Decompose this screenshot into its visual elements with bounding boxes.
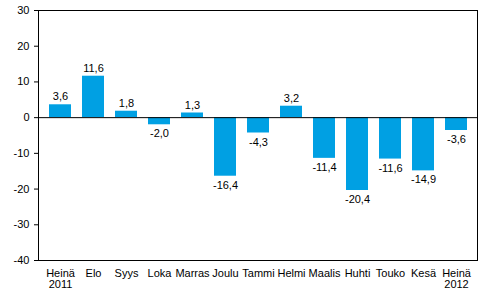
- svg-text:11,6: 11,6: [83, 62, 104, 74]
- svg-text:-3,6: -3,6: [447, 133, 466, 145]
- svg-text:1,8: 1,8: [119, 97, 134, 109]
- svg-text:-20: -20: [14, 183, 30, 195]
- svg-text:-4,3: -4,3: [249, 136, 268, 148]
- svg-text:-14,9: -14,9: [411, 173, 436, 185]
- svg-text:Kesä: Kesä: [411, 267, 437, 279]
- svg-text:Maalis: Maalis: [309, 267, 341, 279]
- svg-text:10: 10: [17, 75, 29, 87]
- svg-text:Helmi: Helmi: [277, 267, 305, 279]
- svg-text:Elo: Elo: [86, 267, 102, 279]
- svg-text:-10: -10: [14, 147, 30, 159]
- svg-text:-20,4: -20,4: [345, 193, 370, 205]
- svg-text:-30: -30: [14, 218, 30, 230]
- svg-text:Touko: Touko: [376, 267, 405, 279]
- svg-text:Heinä2012: Heinä2012: [442, 267, 472, 290]
- svg-text:3,2: 3,2: [284, 92, 299, 104]
- svg-text:Marras: Marras: [175, 267, 210, 279]
- svg-text:30: 30: [17, 4, 29, 16]
- svg-text:3,6: 3,6: [53, 90, 68, 102]
- svg-text:-40: -40: [14, 254, 30, 266]
- svg-text:20: 20: [17, 40, 29, 52]
- svg-text:-11,6: -11,6: [378, 162, 402, 174]
- svg-text:Loka: Loka: [148, 267, 173, 279]
- svg-text:1,3: 1,3: [185, 99, 200, 111]
- svg-text:-2,0: -2,0: [150, 127, 169, 139]
- svg-text:-16,4: -16,4: [213, 179, 238, 191]
- svg-text:Huhti: Huhti: [345, 267, 371, 279]
- svg-text:-11,4: -11,4: [312, 161, 336, 173]
- svg-text:Heinä2011: Heinä2011: [46, 267, 76, 290]
- svg-text:0: 0: [23, 111, 29, 123]
- svg-text:Tammi: Tammi: [242, 267, 274, 279]
- svg-text:Syys: Syys: [115, 267, 139, 279]
- svg-text:Joulu: Joulu: [212, 267, 238, 279]
